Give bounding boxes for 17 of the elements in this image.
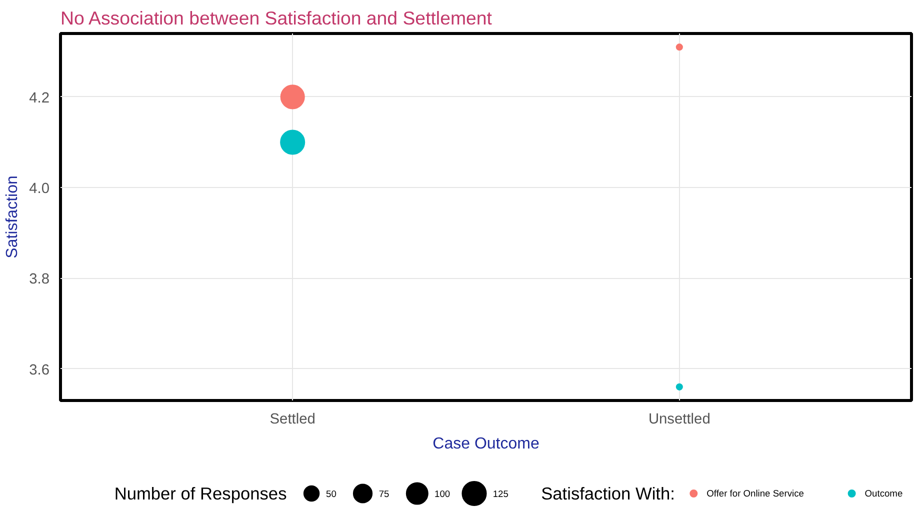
y-axis-title: Satisfaction: [4, 176, 22, 258]
x-tick-label: Settled: [270, 412, 316, 428]
legend-label: 50: [326, 489, 336, 499]
chart-title: No Association between Satisfaction and Settlement: [60, 8, 493, 28]
x-axis-title: Case Outcome: [432, 436, 540, 452]
y-tick-label: 4.0: [29, 181, 50, 198]
y-tick-label: 3.6: [29, 362, 50, 378]
text: Number of Responses: [114, 484, 288, 504]
legend-label: Offer for Online Service: [706, 488, 804, 498]
legend-label: 75: [378, 489, 390, 499]
legend-label: Outcome: [864, 488, 903, 498]
legend-label: 100: [434, 489, 450, 499]
y-tick-label: 4.2: [29, 90, 50, 106]
y-tick-label: 3.8: [29, 272, 50, 288]
legend-label: 125: [492, 489, 508, 499]
legend-title: Satisfaction With:: [541, 484, 675, 504]
x-tick-label: Unsettled: [648, 412, 710, 428]
